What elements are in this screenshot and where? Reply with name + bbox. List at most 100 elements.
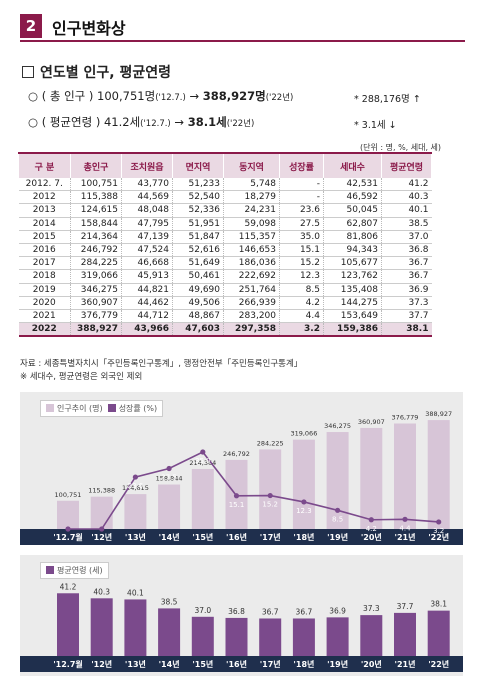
table-cell: 50,045: [323, 203, 382, 218]
age-data-label: 40.3: [93, 587, 110, 596]
table-cell: 144,275: [323, 296, 382, 310]
x-tick-label: '13년: [125, 532, 146, 542]
age-bar: [427, 610, 450, 656]
x-tick-label: '16년: [226, 532, 247, 542]
growth-data-label: 15.2: [262, 501, 278, 509]
x-tick-label: '16년: [226, 659, 247, 669]
table-row: 2019 346,275 44,821 49,690 251,764 8.5 135,408…: [18, 283, 432, 297]
growth-rate-line: [68, 450, 439, 530]
age-data-label: 36.8: [228, 607, 245, 616]
table-cell: 51,951: [172, 217, 224, 231]
table-cell: 40.1: [381, 203, 432, 218]
table-cell: 52,336: [172, 203, 224, 218]
table-cell: 2016: [18, 243, 71, 258]
table-row: 2018 319,066 45,913 50,461 222,692 12.3 123,76…: [18, 269, 432, 284]
table-row: 2013 124,615 48,048 52,336 24,231 23.6 50,045 4…: [18, 203, 432, 218]
table-cell: 2015: [18, 230, 71, 244]
age-to-note: ('22년): [226, 119, 255, 129]
table-cell: 51,649: [172, 256, 224, 271]
title-underline: [20, 40, 465, 42]
pop-from-note: ('12.7.): [155, 93, 186, 103]
legend-population: 인구추이 (명): [57, 404, 103, 413]
age-data-label: 41.2: [60, 582, 77, 591]
growth-rate-point: [402, 516, 408, 522]
table-cell: 346,275: [70, 283, 122, 297]
age-data-label: 37.7: [397, 602, 414, 611]
population-bar: [394, 423, 416, 529]
table-cell: 115,357: [223, 230, 280, 244]
table-cell: 15.2: [279, 256, 324, 271]
table-cell: 246,792: [70, 243, 122, 258]
table-cell: 41.2: [381, 178, 432, 192]
table-cell: 8.5: [279, 283, 324, 297]
table-cell: 123,762: [323, 269, 382, 284]
population-bar: [259, 449, 282, 529]
table-cell: 105,677: [323, 256, 382, 271]
table-cell: 115,388: [70, 190, 122, 205]
table-cell: 124,615: [70, 203, 122, 218]
circle-bullet-icon: ○: [28, 89, 39, 103]
population-data-label: 284,225: [257, 439, 284, 447]
table-cell: 266,939: [223, 296, 280, 310]
table-cell: 4.4: [279, 309, 324, 324]
table-header-cell: 조치원읍: [121, 152, 173, 178]
x-tick-label: '22년: [428, 532, 449, 542]
table-row: 2015 214,364 47,139 51,847 115,357 35.0 81,806…: [18, 230, 432, 244]
population-data-label: 376,779: [392, 414, 419, 422]
population-data-label: 100,751: [55, 491, 82, 499]
table-row: 2014 158,844 47,795 51,951 59,098 27.5 62,807 3…: [18, 217, 432, 231]
x-tick-label: '12.7월: [53, 532, 83, 542]
age-data-label: 36.7: [262, 607, 279, 616]
age-bar: [57, 593, 79, 656]
population-bar: [158, 484, 181, 529]
table-cell: 186,036: [223, 256, 280, 271]
age-bar: [158, 608, 181, 656]
table-cell: 158,844: [70, 217, 122, 231]
growth-rate-point: [233, 493, 240, 499]
table-cell: 222,692: [223, 269, 280, 284]
table-cell: 376,779: [70, 309, 122, 324]
table-row: 2012. 7. 100,751 43,770 51,233 5,748-42,531 4…: [18, 178, 432, 192]
table-header-row: 구 분 총인구 조치원읍 면지역 동지역 성장률 세대수 평균연령: [18, 152, 432, 178]
age-bar: [292, 618, 315, 656]
table-cell: 51,847: [172, 230, 224, 244]
table-cell: 146,653: [223, 243, 280, 258]
circle-bullet-icon: ○: [28, 115, 39, 129]
table-cell: 319,066: [70, 269, 122, 284]
summary-population: ○ ( 총 인구 ) 100,751명('12.7.) → 388,927명('…: [28, 88, 293, 104]
table-cell: 47,524: [121, 243, 173, 258]
table-cell: 2022: [18, 322, 71, 338]
table-cell: 42,531: [323, 178, 382, 192]
population-data-label: 214,364: [189, 459, 216, 467]
growth-rate-point: [132, 474, 138, 480]
pop-delta: * 288,176명 ↑: [354, 94, 421, 105]
x-tick-label: '15년: [192, 532, 213, 542]
table-cell: 27.5: [279, 217, 324, 231]
population-data-label: 319,066: [290, 430, 317, 438]
table-header-cell: 평균연령: [381, 152, 432, 178]
age-data-label: 37.0: [194, 606, 211, 615]
growth-rate-point: [200, 449, 206, 455]
population-bar: [90, 496, 113, 529]
x-tick-label: '17년: [260, 659, 281, 669]
population-data-label: 360,907: [358, 418, 385, 426]
age-data-label: 40.1: [127, 588, 144, 597]
table-cell: 35.0: [279, 230, 324, 244]
x-tick-label: '17년: [260, 532, 281, 542]
table-cell: 36.7: [381, 256, 432, 271]
table-cell: 297,358: [223, 322, 280, 338]
section-title: 연도별 인구, 평균연령: [22, 62, 171, 82]
table-cell: 3.2: [279, 322, 324, 338]
table-unit: (단위 : 명, %, 세대, 세): [360, 143, 442, 152]
age-bar: [90, 598, 113, 656]
table-row: 2021 376,779 44,712 48,867 283,200 4.4 153,649…: [18, 309, 432, 324]
growth-rate-point: [301, 499, 307, 505]
table-cell: 49,506: [172, 296, 224, 310]
table-cell: 2012. 7.: [18, 178, 71, 192]
section-title-text: 연도별 인구, 평균연령: [40, 65, 171, 81]
population-data-label: 388,927: [425, 410, 452, 418]
growth-rate-point: [368, 517, 374, 523]
x-tick-label: '13년: [125, 659, 146, 669]
age-data-label: 38.5: [161, 597, 178, 606]
age-bar: [259, 618, 282, 656]
